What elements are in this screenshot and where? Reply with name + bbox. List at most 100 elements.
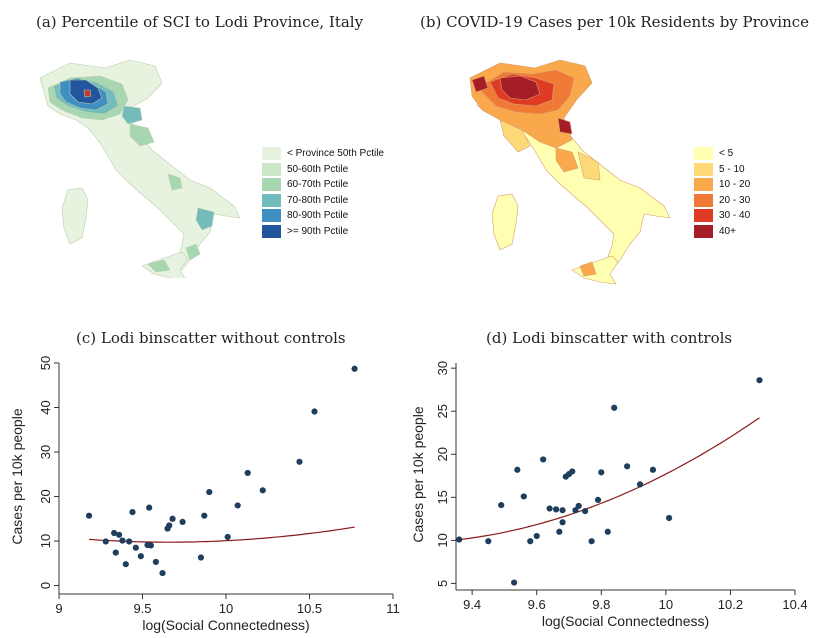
legend-label: 50-60th Pctile [287,163,349,175]
scatter-point [116,531,123,538]
y-tick-label: 5 [435,580,450,587]
x-tick-label: 9.4 [463,597,481,612]
legend-label: >= 90th Pctile [287,225,349,237]
scatter-point [559,507,566,514]
scatter-point [498,501,505,509]
scatter-point [604,528,611,535]
scatter-point [582,507,589,515]
scatter-point [527,538,534,545]
scatter-point [137,553,144,560]
scatter-point [575,502,582,510]
scatter-point [234,502,241,509]
scatter-point [201,512,208,519]
legend-swatch [262,209,281,223]
scatter-point [197,554,205,561]
x-axis-label: log(Social Connectedness) [542,613,709,629]
x-tick-label: 9.5 [133,601,151,616]
scatter-point [514,466,521,473]
legend-row: 80-90th Pctile [262,208,384,224]
legend-row: < Province 50th Pctile [262,146,384,162]
scatter-point [588,538,595,545]
y-tick-label: 10 [435,533,450,547]
scatter-point [569,468,576,475]
legend-label: 40+ [719,225,736,237]
scatter-point [169,515,176,522]
y-tick-label: 10 [38,534,53,548]
y-axis-label: Cases per 10k people [9,408,25,544]
scatter-point [102,538,109,545]
scatter-point [152,558,159,566]
x-tick-label: 10.5 [297,601,322,616]
legend-label: 60-70th Pctile [287,179,349,191]
panel-c-title: (c) Lodi binscatter without controls [76,329,346,347]
legend-label: 5 - 10 [719,163,745,175]
y-tick-label: 25 [435,404,450,418]
y-tick-label: 30 [435,361,450,375]
x-axis-label: log(Social Connectedness) [142,617,309,633]
legend-row: 60-70th Pctile [262,177,384,193]
y-tick-label: 0 [38,582,53,589]
scatter-point [132,544,139,551]
scatter-point [546,505,553,512]
y-tick-label: 15 [435,490,450,504]
y-tick-label: 50 [38,356,53,370]
y-tick-label: 20 [435,447,450,461]
scatter-point [485,538,492,545]
legend-label: < Province 50th Pctile [287,148,384,160]
scatter-point [206,488,213,496]
x-tick-label: 10 [219,601,233,616]
quadratic-fit-line [89,526,355,543]
quadratic-fit-line [459,417,760,541]
legend-row: 5 - 10 [694,162,750,178]
scatter-point [179,518,186,525]
sardinia-shape [61,187,89,245]
scatter-point [559,519,566,526]
scatter-point [119,537,126,544]
scatter-point [636,481,644,488]
scatter-point [129,509,136,516]
panel-b-title: (b) COVID-19 Cases per 10k Residents by … [420,13,810,31]
x-tick-label: 10 [659,597,673,612]
y-tick-label: 30 [38,445,53,459]
legend-label: < 5 [719,148,734,160]
legend-swatch [262,224,281,238]
scatter-point [556,528,563,535]
y-tick-label: 40 [38,400,53,414]
x-tick-label: 9.6 [528,597,546,612]
legend-swatch [262,193,281,207]
x-tick-label: 11 [386,601,400,616]
scatter-point [594,496,602,503]
scatter-point [611,404,618,411]
scatter-point [665,514,673,522]
legend-label: 70-80th Pctile [287,194,349,206]
legend-swatch [262,178,281,192]
legend-row: 10 - 20 [694,177,750,193]
x-tick-label: 10.4 [782,597,807,612]
x-tick-label: 9.8 [592,597,610,612]
scatter-point [456,536,463,543]
scatter-point [159,569,166,577]
scatter-point [244,469,251,477]
scatter-point [112,549,119,556]
x-tick-label: 10.2 [718,597,743,612]
legend-swatch [694,224,713,238]
scatter-point [111,529,118,537]
legend-swatch [694,162,713,176]
binscatter-with-controls: 5 10 15 20 25 30 9.4 9.6 9.8 10 10.2 10.4 log(Social… [410,361,808,629]
scatter-point [147,542,154,549]
scatter-point [166,522,173,529]
legend-label: 30 - 40 [719,210,751,222]
scatter-point [533,532,540,540]
y-tick-label: 20 [38,489,53,503]
italy-covid-map [469,59,671,285]
sci-map-legend: < Province 50th Pctile 50-60th Pctile 60… [262,146,384,239]
y-axis-label: Cases per 10k people [410,406,426,542]
legend-row: 50-60th Pctile [262,162,384,178]
scatter-point [259,487,266,494]
panel-a-title: (a) Percentile of SCI to Lodi Province, … [36,13,364,31]
scatter-point [540,456,547,463]
legend-row: 20 - 30 [694,193,750,209]
legend-swatch [694,147,713,161]
legend-label: 80-90th Pctile [287,210,349,222]
scatter-point [756,377,763,384]
